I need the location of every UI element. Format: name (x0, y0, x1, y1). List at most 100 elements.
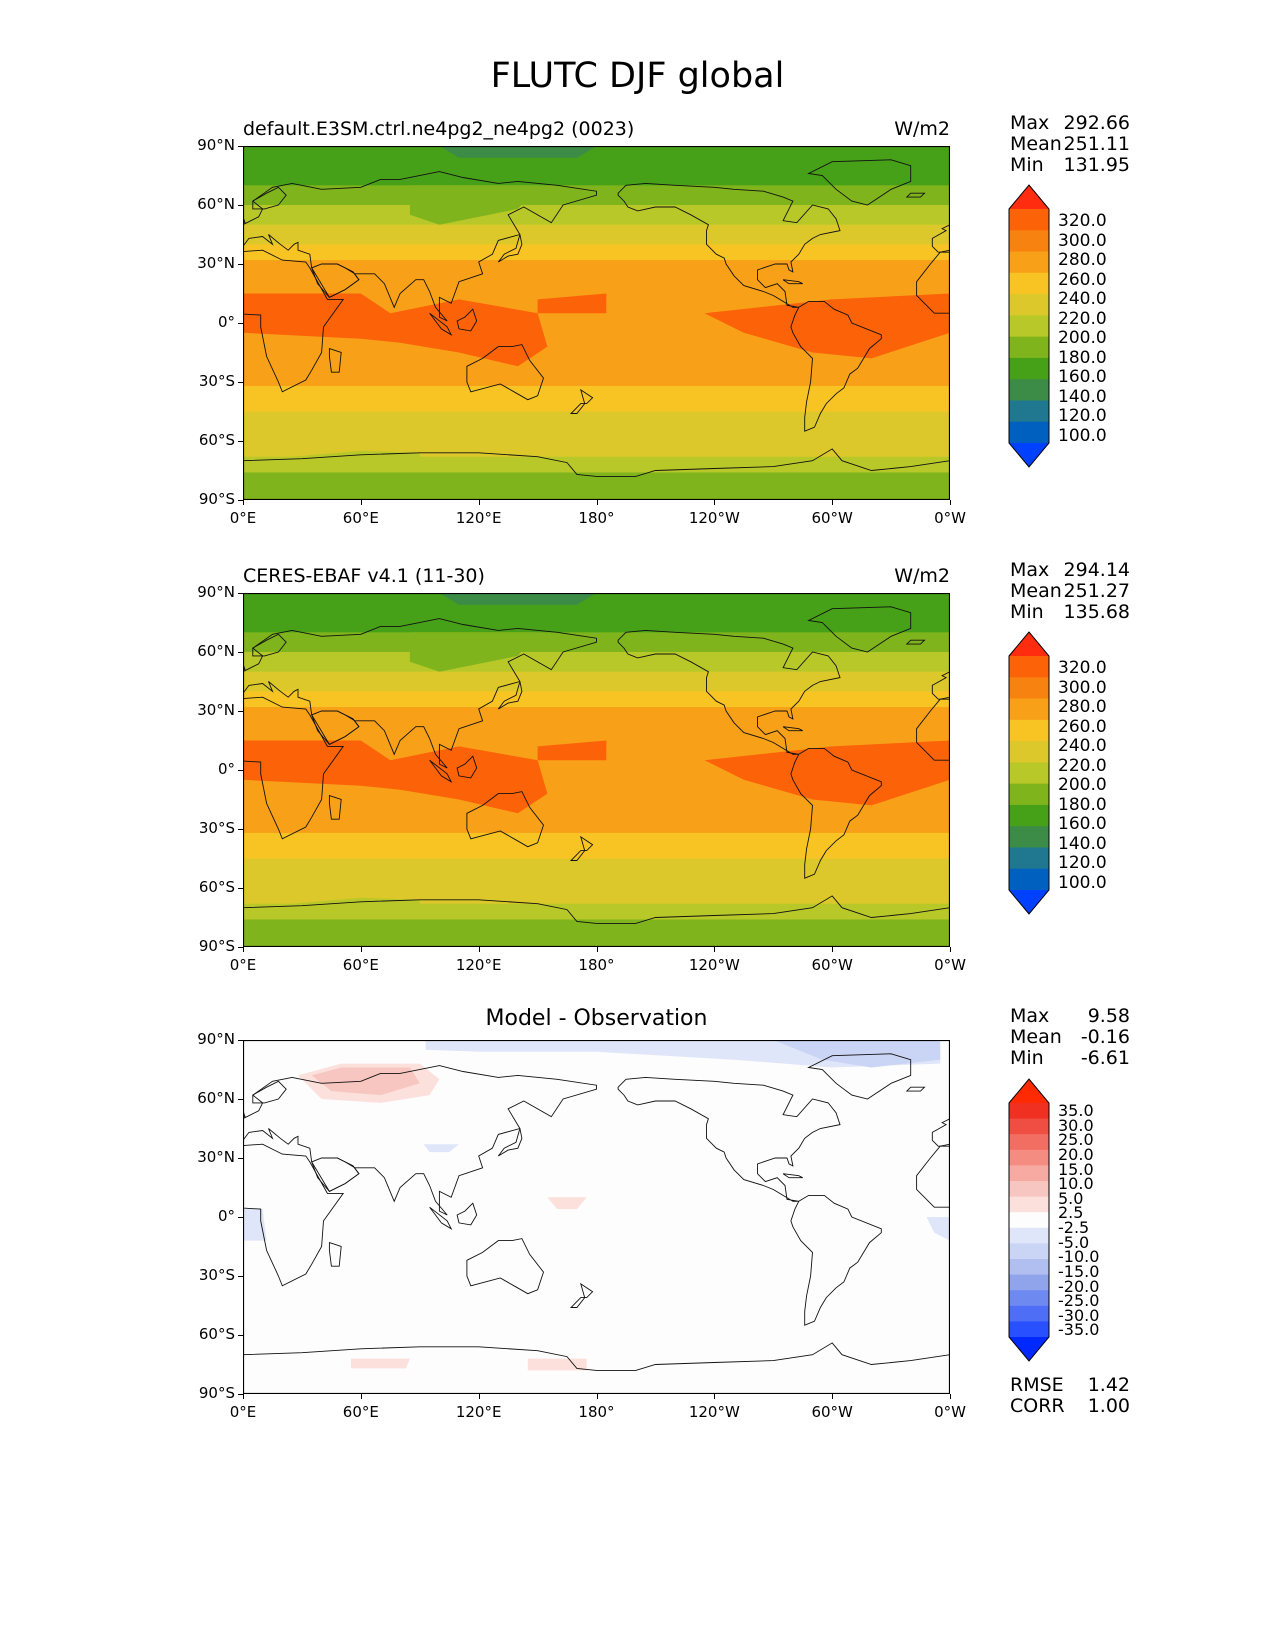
colorbar-tick-label: 260.0 (1058, 716, 1107, 737)
lat-tick-label: 60°S (198, 431, 235, 449)
colorbar-tick-label: 140.0 (1058, 833, 1107, 854)
colorbar-segment (1009, 1305, 1049, 1322)
lat-tick-label: 60°N (197, 642, 235, 660)
coastline-africa (243, 1143, 345, 1287)
colorbar-tick-label: 320.0 (1058, 658, 1107, 678)
lon-tick-label: 180° (578, 509, 615, 527)
max-label: Max (1010, 1005, 1050, 1027)
colorbar-segment (1009, 1181, 1049, 1198)
diff-patch (773, 1040, 941, 1068)
colorbar-top-arrow (1009, 632, 1049, 656)
lon-tick (243, 1394, 244, 1399)
field-patch (537, 740, 607, 761)
max-label: Max (1010, 559, 1050, 581)
coastline-africa (243, 696, 345, 840)
colorbar-top-arrow (1009, 1079, 1049, 1103)
colorbar-segment (1009, 336, 1049, 359)
lon-tick (950, 947, 951, 952)
coastline-sumatra (429, 1206, 453, 1230)
mean-value: -0.16 (1080, 1026, 1130, 1048)
diff-colorbar (1008, 1078, 1050, 1362)
coastline-samerica (790, 300, 882, 432)
lat-tick-label: 90°S (198, 490, 235, 508)
colorbar-segment (1009, 1212, 1049, 1229)
lat-tick-label: 0° (217, 1207, 235, 1225)
coastline-europe (243, 171, 597, 322)
lon-tick-label: 0°E (229, 509, 257, 527)
min-value: 131.95 (1063, 154, 1130, 176)
colorbar-tick-label: 15.0 (1058, 1159, 1094, 1179)
field-band (243, 244, 950, 261)
lat-tick-label: 30°N (197, 254, 235, 272)
field-band (243, 919, 950, 947)
diff-patch (926, 1217, 950, 1241)
colorbar-segment (1009, 698, 1049, 721)
colorbar-segment (1009, 1274, 1049, 1291)
min-label: Min (1010, 1047, 1044, 1069)
colorbar-tick-label: -20.0 (1058, 1276, 1100, 1296)
lon-tick-label: 0°E (229, 956, 257, 974)
lat-tick (238, 1158, 243, 1159)
coastline-nz (569, 1282, 594, 1308)
lat-tick-label: 30°N (197, 701, 235, 719)
colorbar-tick-label: 10.0 (1058, 1174, 1094, 1194)
field-band (243, 437, 950, 458)
colorbar-segment (1009, 1227, 1049, 1244)
colorbar-tick-label: 20.0 (1058, 1144, 1094, 1164)
colorbar-segment (1009, 868, 1049, 891)
obs-units: W/m2 (894, 565, 950, 587)
colorbar-tick-label: 240.0 (1058, 736, 1107, 756)
mean-label: Mean (1010, 133, 1062, 155)
coastline-iceland (905, 1086, 926, 1092)
colorbar-tick-label: 320.0 (1058, 211, 1107, 231)
colorbar-tick-label: 5.0 (1058, 1188, 1084, 1208)
lat-tick-label: 90°N (197, 1030, 235, 1048)
coastline-arabia (311, 1157, 360, 1192)
lat-tick (238, 1335, 243, 1336)
colorbar-tick-label: -2.5 (1058, 1218, 1090, 1237)
model-colorbar (1008, 184, 1050, 468)
diff-patch (527, 1358, 587, 1371)
colorbar-tick-label: 300.0 (1058, 677, 1107, 698)
coastline-greenland (807, 159, 912, 206)
field-patch (439, 146, 597, 158)
lat-tick (238, 770, 243, 771)
field-band (243, 691, 950, 708)
lon-tick-label: 0°W (934, 956, 966, 974)
coastline-eur360 (931, 224, 950, 253)
lon-tick-label: 180° (578, 1403, 615, 1421)
coastline-nz (569, 388, 594, 414)
lat-tick-label: 0° (217, 313, 235, 331)
lat-tick (238, 829, 243, 830)
lat-tick (238, 323, 243, 324)
lon-tick (478, 1394, 480, 1399)
max-value: 9.58 (1087, 1005, 1130, 1027)
field-patch (704, 740, 950, 806)
lat-tick-label: 0° (217, 760, 235, 778)
colorbar-tick-label: 140.0 (1058, 386, 1107, 407)
field-patch (694, 146, 941, 178)
colorbar-tick-label: 300.0 (1058, 230, 1107, 251)
colorbar-tick-label: 260.0 (1058, 269, 1107, 290)
lat-tick-label: 90°S (198, 937, 235, 955)
corr-label: CORR (1010, 1395, 1065, 1417)
coastline-madagascar (328, 347, 342, 373)
colorbar-segment (1009, 1321, 1049, 1338)
colorbar-segment (1009, 741, 1049, 763)
lat-tick (238, 205, 243, 206)
lon-tick (714, 500, 716, 505)
coastline-cuba (782, 279, 803, 285)
lon-tick-label: 60°W (811, 509, 853, 527)
field-patch (694, 593, 941, 625)
lon-tick-label: 120°E (455, 1403, 502, 1421)
field-patch (409, 185, 538, 225)
map-frame (243, 146, 950, 500)
lat-tick (238, 500, 243, 501)
lon-tick-label: 60°W (811, 956, 853, 974)
colorbar-top-arrow (1009, 185, 1049, 209)
diff-patch (351, 1358, 410, 1369)
lat-tick (238, 593, 243, 594)
colorbar-tick-label: 100.0 (1058, 425, 1107, 446)
field-band (243, 616, 950, 633)
lat-tick (238, 441, 243, 442)
